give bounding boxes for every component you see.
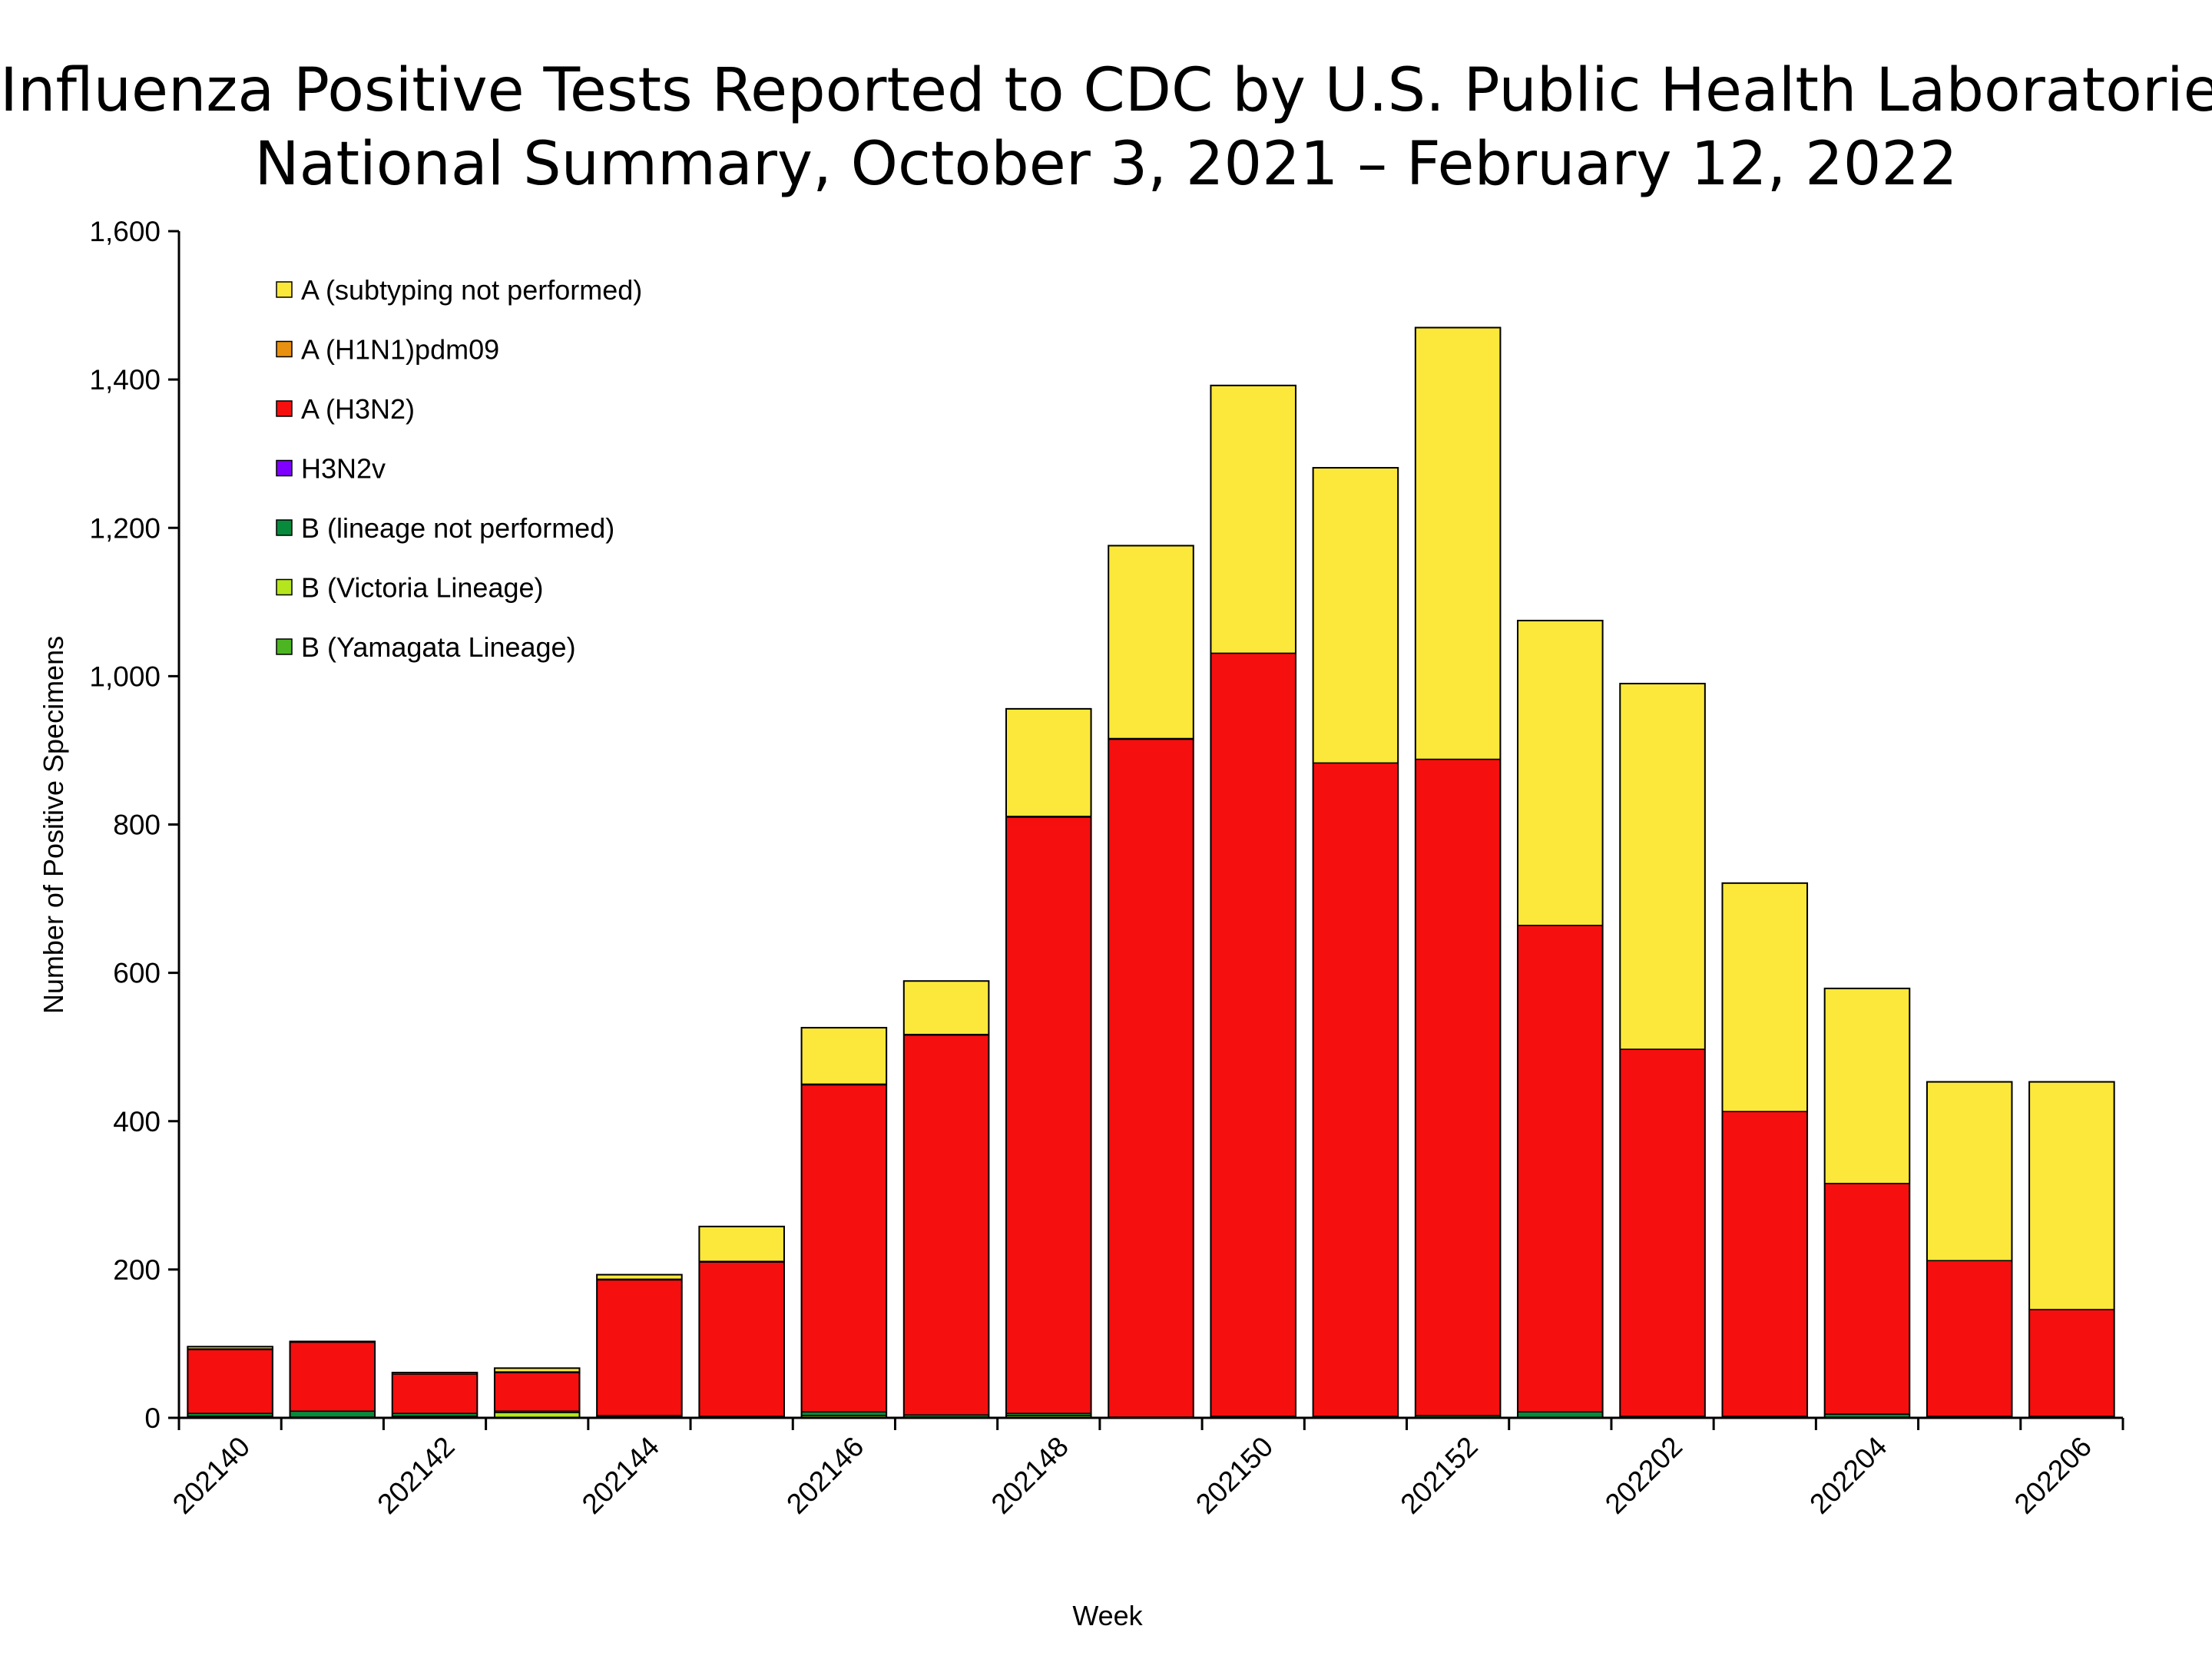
x-tick-label: 202202 <box>1599 1431 1688 1520</box>
y-tick-label: 200 <box>113 1254 161 1286</box>
bar-segment-202151-a-h3n2- <box>1312 762 1399 1417</box>
bar-segment-202145-a-h3n2- <box>698 1261 785 1417</box>
legend-label: B (Yamagata Lineage) <box>301 631 576 663</box>
y-tick-label: 400 <box>113 1106 161 1137</box>
legend-swatch <box>276 281 293 298</box>
legend-label: A (subtyping not performed) <box>301 274 642 306</box>
legend-label: B (lineage not performed) <box>301 512 614 544</box>
bar-segment-202147-a-h3n2- <box>903 1034 990 1416</box>
legend-label: B (Victoria Lineage) <box>301 572 544 604</box>
legend-swatch <box>276 340 293 358</box>
bar-segment-202141-a-h3n2- <box>289 1341 376 1412</box>
y-tick-label: 800 <box>113 810 161 841</box>
x-tick-label: 202204 <box>1803 1431 1892 1520</box>
bar-segment-202205-a-h3n2- <box>1926 1260 2013 1417</box>
legend-swatch <box>276 400 293 417</box>
y-tick-label: 1,400 <box>89 364 161 396</box>
legend: A (subtyping not performed) A (H1N1)pdm09… <box>276 274 642 663</box>
bar-segment-202201-a-subtyping-not-performed- <box>1517 620 1604 926</box>
bar-segment-202149-a-subtyping-not-performed- <box>1108 545 1194 740</box>
legend-label: H3N2v <box>301 453 386 485</box>
x-tick-label: 202146 <box>780 1431 869 1520</box>
bars-group <box>187 326 2115 1419</box>
bar-segment-202152-a-h3n2- <box>1415 758 1502 1416</box>
bar-segment-202205-a-subtyping-not-performed- <box>1926 1081 2013 1262</box>
legend-swatch <box>276 459 293 477</box>
bar-segment-202146-a-subtyping-not-performed- <box>800 1027 887 1085</box>
bar-segment-202141-b-lineage-not-performed- <box>289 1410 376 1418</box>
legend-label: A (H1N1)pdm09 <box>301 334 499 366</box>
bar-segment-202202-a-h3n2- <box>1619 1048 1706 1417</box>
legend-item: A (H1N1)pdm09 <box>276 334 499 366</box>
bar-segment-202206-a-h3n2- <box>2028 1309 2115 1417</box>
x-tick-label: 202142 <box>371 1431 460 1520</box>
y-tick-label: 600 <box>113 958 161 989</box>
bar-segment-202140-a-h3n2- <box>187 1349 273 1414</box>
x-tick-label: 202150 <box>1190 1431 1279 1520</box>
x-tick-label: 202152 <box>1394 1431 1483 1520</box>
bar-segment-202202-a-subtyping-not-performed- <box>1619 683 1706 1050</box>
x-axis-label: Week <box>1072 1600 1143 1631</box>
bar-segment-202145-a-subtyping-not-performed- <box>698 1226 785 1263</box>
bar-segment-202204-a-h3n2- <box>1823 1183 1911 1415</box>
bar-segment-202203-a-subtyping-not-performed- <box>1721 882 1808 1112</box>
bar-segment-202142-a-h3n2- <box>391 1373 478 1414</box>
legend-swatch <box>276 519 293 536</box>
legend-swatch <box>276 638 293 655</box>
y-axis-label: Number of Positive Specimens <box>38 636 69 1014</box>
y-tick-label: 1,000 <box>89 661 161 692</box>
bar-segment-202147-a-subtyping-not-performed- <box>903 980 990 1035</box>
bar-segment-202149-a-h3n2- <box>1108 738 1194 1418</box>
x-tick-label: 202206 <box>2008 1431 2098 1520</box>
legend-item: A (H3N2) <box>276 393 415 425</box>
legend-item: B (lineage not performed) <box>276 512 614 544</box>
bar-segment-202203-a-h3n2- <box>1721 1111 1808 1417</box>
legend-item: B (Yamagata Lineage) <box>276 631 576 663</box>
bar-segment-202143-a-h3n2- <box>494 1372 581 1412</box>
y-tick-label: 1,600 <box>89 216 161 247</box>
chart-title-line-1: Influenza Positive Tests Reported to CDC… <box>0 56 2212 125</box>
bar-segment-202148-a-subtyping-not-performed- <box>1005 708 1092 817</box>
x-tick-label: 202140 <box>167 1431 256 1520</box>
y-tick-label: 0 <box>144 1402 161 1434</box>
bar-segment-202206-a-subtyping-not-performed- <box>2028 1081 2115 1310</box>
bar-segment-202148-a-h3n2- <box>1005 816 1092 1414</box>
legend-item: B (Victoria Lineage) <box>276 572 544 604</box>
legend-item: A (subtyping not performed) <box>276 274 642 306</box>
bar-segment-202151-a-subtyping-not-performed- <box>1312 467 1399 764</box>
bar-segment-202144-a-h3n2- <box>596 1279 683 1416</box>
bar-segment-202150-a-subtyping-not-performed- <box>1210 385 1296 654</box>
chart-title-line-2: National Summary, October 3, 2021 – Febr… <box>254 130 1958 199</box>
x-tick-label: 202144 <box>576 1431 665 1520</box>
bar-segment-202204-a-subtyping-not-performed- <box>1823 988 1911 1184</box>
bar-segment-202152-a-subtyping-not-performed- <box>1415 326 1502 760</box>
legend-item: H3N2v <box>276 453 386 485</box>
bar-segment-202201-a-h3n2- <box>1517 925 1604 1413</box>
y-tick-label: 1,200 <box>89 512 161 544</box>
legend-swatch <box>276 578 293 596</box>
legend-label: A (H3N2) <box>301 393 415 425</box>
bar-segment-202150-a-h3n2- <box>1210 652 1296 1417</box>
bar-segment-202146-a-h3n2- <box>800 1084 887 1413</box>
x-tick-label: 202148 <box>985 1431 1075 1520</box>
chart-title: Influenza Positive Tests Reported to CDC… <box>0 54 2212 201</box>
